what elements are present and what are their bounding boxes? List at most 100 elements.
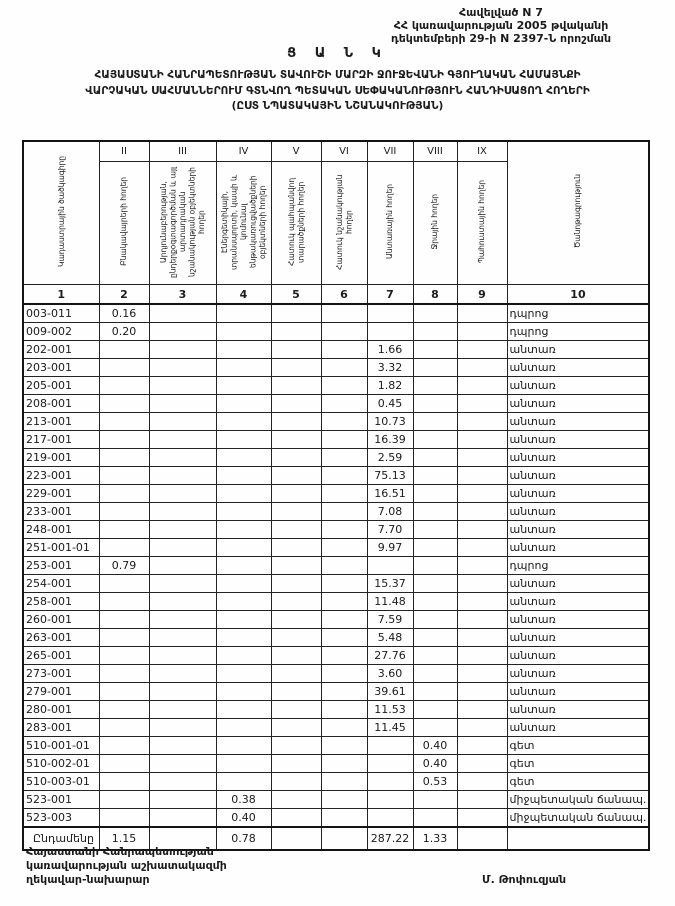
cadastral-code-cell: 213-001: [22, 412, 100, 431]
value-cell-col7: 9.97: [366, 538, 414, 557]
value-cell-col3: [148, 754, 217, 773]
value-cell-col9: [456, 448, 508, 467]
cadastral-code-header-label: Կադաստրային ծածկագիրը: [56, 155, 66, 267]
table-row: 263-001 5.48 անտառ: [22, 628, 650, 647]
value-cell-col3: [148, 502, 217, 521]
cadastral-code-cell: 202-001: [22, 340, 100, 359]
value-cell-col7: [366, 772, 414, 791]
cadastral-code-cell: 205-001: [22, 376, 100, 395]
value-cell-col4: 0.40: [215, 808, 272, 828]
table-row: 280-001 11.53 անտառ: [22, 700, 650, 719]
value-cell-col7: [366, 303, 414, 323]
appendix-number: Հավելված N 7: [459, 6, 543, 19]
value-cell-col4: [215, 772, 272, 791]
value-cell-col2: [98, 754, 150, 773]
table-row: 273-001 3.60 անտառ: [22, 664, 650, 683]
value-cell-col8: [412, 556, 458, 575]
value-cell-col2: [98, 502, 150, 521]
value-cell-col9: [456, 394, 508, 413]
note-cell: անտառ: [506, 610, 650, 629]
value-cell-col8: [412, 358, 458, 377]
note-cell: անտառ: [506, 682, 650, 701]
value-cell-col4: [215, 502, 272, 521]
table-body: 003-011 0.16 դպրոց 009-002 0.20 դպրոց 202-001 1…: [22, 303, 650, 851]
note-cell: անտառ: [506, 592, 650, 611]
value-cell-col3: [148, 718, 217, 737]
roman-VI: VI: [320, 140, 368, 162]
value-cell-col5: [270, 448, 322, 467]
value-cell-col5: [270, 772, 322, 791]
value-cell-col6: [320, 556, 368, 575]
note-cell: գետ: [506, 772, 650, 791]
value-cell-col8: [412, 412, 458, 431]
table-row: 229-001 16.51 անտառ: [22, 484, 650, 503]
note-cell: անտառ: [506, 502, 650, 521]
cadastral-code-cell: 523-003: [22, 808, 100, 828]
value-cell-col2: [98, 448, 150, 467]
total-label-cell: Ընդամենը: [22, 826, 100, 851]
note-cell: անտառ: [506, 448, 650, 467]
value-cell-col5: [270, 394, 322, 413]
value-cell-col7: 1.82: [366, 376, 414, 395]
value-cell-col3: [148, 430, 217, 449]
note-cell: անտառ: [506, 466, 650, 485]
value-cell-col5: [270, 520, 322, 539]
value-cell-col3: [148, 700, 217, 719]
colnum-6: 6: [320, 284, 368, 305]
cadastral-code-cell: 265-001: [22, 646, 100, 665]
value-cell-col7: 7.08: [366, 502, 414, 521]
cadastral-code-cell: 283-001: [22, 718, 100, 737]
note-cell: անտառ: [506, 394, 650, 413]
colnum-4: 4: [215, 284, 272, 305]
value-cell-col3: [148, 340, 217, 359]
cadastral-code-cell: 273-001: [22, 664, 100, 683]
value-cell-col8: [412, 466, 458, 485]
value-cell-col2: [98, 808, 150, 828]
value-cell-col7: 2.59: [366, 448, 414, 467]
value-cell-col6: [320, 303, 368, 323]
value-cell-col8: [412, 340, 458, 359]
value-cell-col4: 0.38: [215, 790, 272, 809]
value-cell-col2: [98, 574, 150, 593]
note-cell: դպրոց: [506, 322, 650, 341]
table-row: 217-001 16.39 անտառ: [22, 430, 650, 449]
value-cell-col9: [456, 322, 508, 341]
value-cell-col7: 10.73: [366, 412, 414, 431]
footer-line-3: ղեկավար-նախարար: [26, 873, 150, 886]
value-cell-col9: [456, 754, 508, 773]
value-cell-col3: [148, 556, 217, 575]
value-cell-col9: [456, 646, 508, 665]
value-cell-col5: [270, 682, 322, 701]
cadastral-code-cell: 223-001: [22, 466, 100, 485]
value-cell-col6: [320, 682, 368, 701]
value-cell-col6: [320, 700, 368, 719]
value-cell-col6: [320, 358, 368, 377]
value-cell-col3: [148, 448, 217, 467]
table-row: 233-001 7.08 անտառ: [22, 502, 650, 521]
value-cell-col9: [456, 826, 508, 851]
note-cell: գետ: [506, 754, 650, 773]
colnum-7: 7: [366, 284, 414, 305]
value-cell-col7: 75.13: [366, 466, 414, 485]
cadastral-code-cell: 217-001: [22, 430, 100, 449]
cadastral-code-header: Կադաստրային ծածկագիրը: [22, 140, 100, 285]
note-cell: անտառ: [506, 358, 650, 377]
table-row: 510-003-01 0.53 գետ: [22, 772, 650, 791]
value-cell-col2: 0.20: [98, 322, 150, 341]
cadastral-code-cell: 510-002-01: [22, 754, 100, 773]
value-cell-col3: [148, 303, 217, 323]
value-cell-col7: [366, 736, 414, 755]
value-cell-col6: [320, 592, 368, 611]
value-cell-col8: [412, 448, 458, 467]
header-residential-lands: Բնակավայրերի հողեր: [98, 161, 150, 285]
value-cell-col4: [215, 340, 272, 359]
value-cell-col7: [366, 556, 414, 575]
value-cell-col5: [270, 430, 322, 449]
cadastral-code-cell: 253-001: [22, 556, 100, 575]
value-cell-col8: [412, 646, 458, 665]
value-cell-col6: [320, 448, 368, 467]
value-cell-col8: [412, 682, 458, 701]
table-row: 265-001 27.76 անտառ: [22, 646, 650, 665]
note-cell: անտառ: [506, 412, 650, 431]
value-cell-col8: 0.53: [412, 772, 458, 791]
